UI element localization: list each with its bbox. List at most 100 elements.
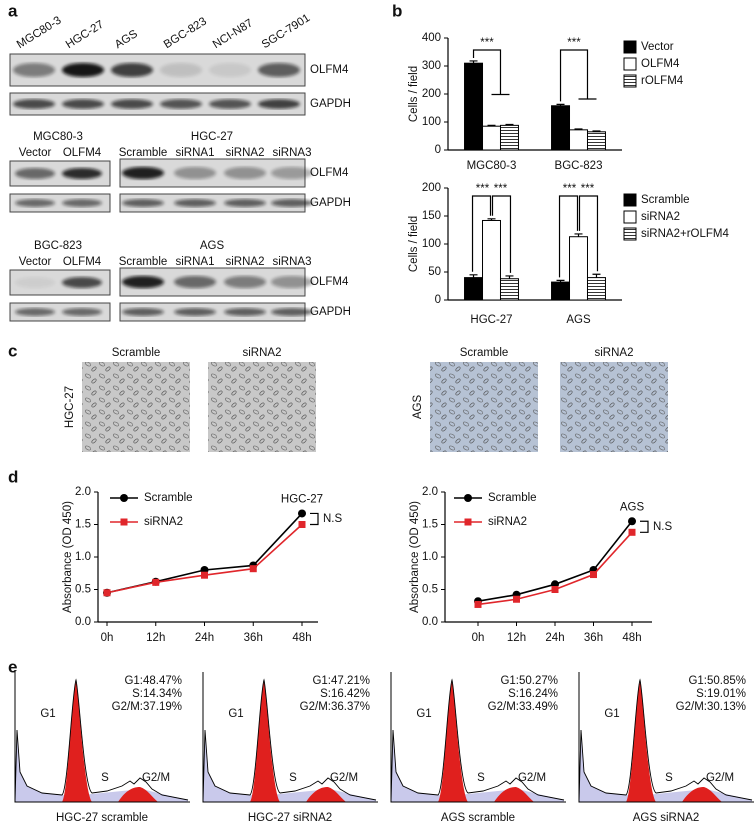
x-tick-label: 12h [507,632,526,644]
error-bar [469,274,478,278]
lane-label: Vector [19,147,52,159]
marker [103,589,111,597]
legend-label: siRNA2+rOLFM4 [641,228,729,240]
blot-band [122,166,164,180]
panel-label: a [8,1,18,20]
marker [201,571,208,579]
flow-histogram: G1:50.27%S:16.24%G2/M:33.49% G1 S G2/M AGS s… [390,672,566,824]
blot-band [13,62,55,78]
flow-histogram: G1:47.21%S:16.42%G2/M:36.37% G1 S G2/M HGC-2… [202,672,378,824]
legend-label: OLFM4 [641,58,680,70]
error-bar [574,128,583,130]
error-bar [592,130,601,132]
legend-label: siRNA2 [641,211,680,223]
flow-stat: G1:47.21% [312,675,370,687]
annotation: *** [494,183,508,195]
y-axis-label: Cells / field [408,66,420,122]
marker [298,509,306,518]
g2m-peak [494,787,534,802]
blot-band [174,199,216,207]
y-axis-label: Cells / field [408,216,420,272]
lane-label: siRNA1 [176,147,215,159]
blot-band [122,199,164,207]
flow-stat: G1:50.27% [500,675,558,687]
peak-label: G1 [228,708,243,720]
y-tick-label: 100 [422,116,441,128]
x-tick-label: 48h [622,632,641,644]
flow-stat: S:14.34% [132,688,182,700]
error-bar [469,60,478,64]
flow-histogram: G1:48.47%S:14.34%G2/M:37.19% G1 S G2/M HGC-2… [14,672,190,824]
micrograph-cells [430,362,538,452]
line [477,531,633,606]
flow-background [203,730,376,802]
lane-label: siRNA1 [176,256,215,268]
marker [298,521,306,528]
flow-histogram: G1:50.85%S:19.01%G2/M:30.13% G1 S G2/M AGS s… [578,672,754,824]
bar [482,219,501,301]
condition-label: Scramble [112,347,161,359]
annotation: *** [476,183,490,195]
lane-label: SGC-7901 [260,12,312,51]
peak-label: S [477,772,485,784]
flow-stat: G2/M:30.13% [676,701,746,713]
flow-stat: S:19.01% [696,688,746,700]
condition-label: siRNA2 [595,347,634,359]
y-tick-label: 0.0 [422,616,438,628]
peak-label: G2/M [330,772,358,784]
error-bar [505,123,514,126]
y-tick-label: 150 [422,210,441,222]
marker [551,586,559,593]
flow-axes [578,672,754,803]
blot-strip [9,193,111,213]
peak-label: G2/M [706,772,734,784]
bar [586,277,606,301]
lane-label: MGC80-3 [15,15,64,52]
lane-label: siRNA2 [226,256,265,268]
bar [464,277,484,301]
blot-strip [9,92,306,116]
g1-peak [62,682,92,802]
bracket [578,195,599,272]
blot-band [224,275,266,289]
blot-band [15,168,55,179]
annotation: HGC-27 [281,493,323,505]
legend-marker [464,518,472,526]
flow-axes [390,672,566,803]
error-bar [556,103,565,106]
y-tick-label: 1.0 [422,551,438,563]
bar [569,129,588,151]
protein-label: GAPDH [310,306,351,318]
error-bar [592,273,601,278]
annotation: *** [581,183,595,195]
y-tick-label: 200 [422,182,441,194]
blot-band [13,99,55,109]
flow-outline [390,678,565,803]
cell-line-label: HGC-27 [64,386,76,428]
panel-label: c [8,341,17,360]
lane-label: BGC-823 [162,16,209,52]
bar [569,236,588,301]
flow-caption: AGS siRNA2 [633,812,699,824]
blot-band [271,308,313,316]
line [106,512,303,594]
bracket [472,49,510,96]
cell-line-label: BGC-823 [34,240,82,252]
g2m-peak [306,787,346,802]
marker [628,517,636,526]
blot-band [174,166,216,180]
blot-band [62,99,104,109]
x-tick-label: 0h [472,632,485,644]
x-tick-label: 0h [101,632,114,644]
legend-marker [120,494,128,502]
blot-band [122,275,164,289]
line [106,523,303,594]
blot-band [224,308,266,316]
flow-outline [14,678,189,803]
legend-swatch [623,193,637,207]
annotation: *** [563,183,577,195]
blot-band [160,62,202,78]
micrograph-cells [208,362,316,452]
g1-peak [438,682,468,802]
